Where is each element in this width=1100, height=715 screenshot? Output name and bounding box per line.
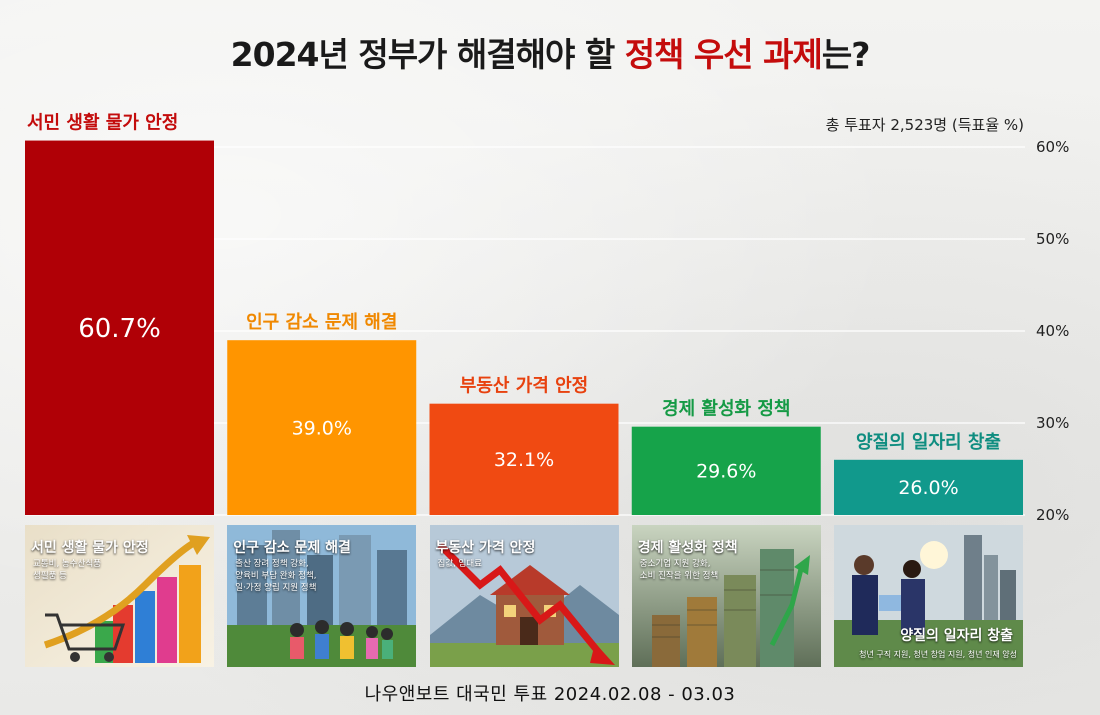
thumbnail-subtitle: 교통비, 농수산식품 생필품 등	[33, 559, 101, 581]
thumbnail-title: 서민 생활 물가 안정	[31, 540, 149, 556]
thumbnail-title: 인구 감소 문제 해결	[233, 540, 351, 556]
voters-note: 총 투표자 2,523명 (득표율 %)	[825, 116, 1024, 134]
y-tick-label: 50%	[1036, 230, 1069, 248]
shopping-cart-rising-arrow-icon	[25, 525, 214, 667]
thumbnail-title: 양질의 일자리 창출	[900, 628, 1013, 644]
bar-value-label: 60.7%	[78, 314, 161, 344]
category-label: 부동산 가격 안정	[460, 376, 588, 397]
thumbnail-subtitle: 집값, 임대료	[437, 559, 483, 569]
footer-source: 나우앤보트 대국민 투표 2024.02.08 - 03.03	[364, 684, 736, 705]
coin-towers-growth-icon	[631, 525, 821, 667]
thumbnail-title: 경제 활성화 정책	[637, 540, 738, 556]
bar	[834, 459, 1023, 515]
falling-house-price-icon	[429, 525, 619, 667]
bar	[429, 403, 619, 515]
y-tick-label: 30%	[1036, 414, 1069, 432]
bar	[631, 426, 821, 515]
bar	[227, 340, 417, 515]
bar-value-label: 26.0%	[898, 477, 958, 499]
business-people-city-icon	[834, 525, 1023, 667]
title-prefix: 2024년 정부가 해결해야 할	[230, 35, 625, 74]
category-label: 서민 생활 물가 안정	[27, 113, 178, 134]
thumbnail-title: 부동산 가격 안정	[435, 540, 536, 556]
children-in-city-icon	[227, 525, 417, 667]
category-label: 양질의 일자리 창출	[856, 432, 1001, 453]
thumbnail-subtitle: 중소기업 지원 강화, 소비 진작을 위한 정책	[639, 559, 719, 581]
y-tick-label: 40%	[1036, 322, 1069, 340]
thumbnail-subtitle: 출산 장려 정책 강화, 양육비 부담 완화 정책, 일·가정 양립 지원 정책	[235, 559, 317, 593]
y-tick-label: 60%	[1036, 138, 1069, 156]
title-highlight: 정책 우선 과제	[624, 35, 823, 74]
bar	[25, 140, 214, 515]
category-label: 인구 감소 문제 해결	[246, 312, 397, 333]
bar-value-label: 39.0%	[292, 417, 352, 439]
bar-value-label: 32.1%	[494, 449, 554, 471]
thumbnail-subtitle: 청년 구직 지원, 청년 창업 지원, 청년 인재 양성	[859, 650, 1017, 659]
title-suffix: 는?	[821, 35, 871, 74]
category-label: 경제 활성화 정책	[662, 399, 790, 420]
y-tick-label: 20%	[1036, 506, 1069, 524]
chart-title: 2024년 정부가 해결해야 할 정책 우선 과제는?	[0, 28, 1100, 76]
bar-value-label: 29.6%	[696, 461, 756, 483]
